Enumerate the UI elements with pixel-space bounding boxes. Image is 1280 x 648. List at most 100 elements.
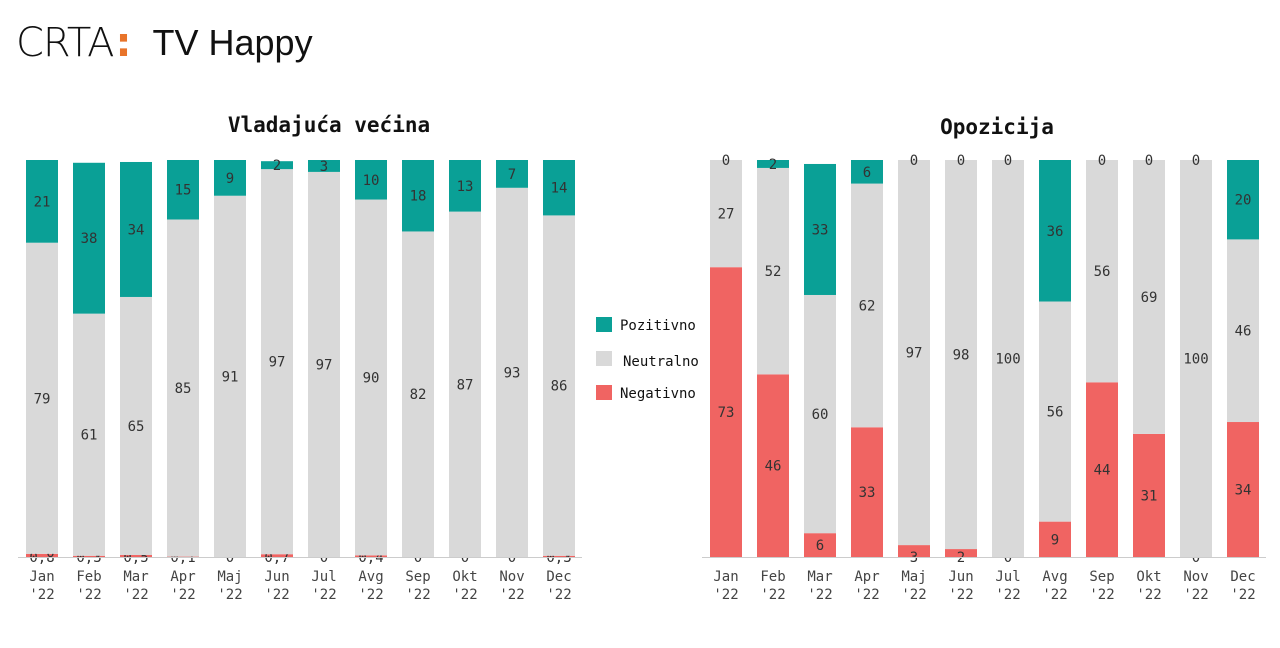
x-tick-label: Dec: [546, 569, 571, 585]
data-label-negative: 34: [1235, 483, 1252, 499]
data-label-neutral: 86: [551, 379, 568, 395]
data-label-positive: 0: [910, 153, 918, 169]
bar-negative: [945, 549, 977, 557]
data-label-negative: 6: [816, 538, 824, 554]
x-tick-label-year: '22: [1230, 587, 1255, 603]
bar-neutral: [167, 219, 199, 557]
data-label-positive: 36: [1047, 224, 1064, 240]
x-tick-label: Jul: [311, 569, 336, 585]
data-label-neutral: 62: [859, 298, 876, 314]
data-label-neutral: 60: [812, 407, 829, 423]
bar-negative: [710, 267, 742, 557]
x-tick-label: Jan: [713, 569, 738, 585]
legend-label-neutral: Neutralno: [623, 354, 699, 370]
x-tick-label-year: '22: [29, 587, 54, 603]
chart-opozicija: Opozicija73270Jan'2246522Feb'2266033Mar'…: [702, 115, 1266, 603]
legend: Pozitivno Neutralno Negativno: [596, 317, 699, 402]
x-tick-label-year: '22: [1042, 587, 1067, 603]
bar-neutral: [496, 187, 528, 558]
data-label-positive: 7: [508, 167, 516, 183]
data-label-negative: 44: [1094, 463, 1111, 479]
chart-title: Vladajuća većina: [228, 113, 430, 137]
data-label-neutral: 61: [81, 428, 98, 444]
data-label-neutral: 82: [410, 387, 427, 403]
x-tick-label-year: '22: [713, 587, 738, 603]
bar-positive: [496, 160, 528, 188]
header: CRTA: TV Happy: [16, 18, 313, 68]
x-tick-label-year: '22: [854, 587, 879, 603]
bar-negative: [851, 427, 883, 557]
x-tick-label: Okt: [452, 569, 477, 585]
x-tick-label-year: '22: [1136, 587, 1161, 603]
bar-positive: [1227, 160, 1259, 240]
bar-neutral: [73, 313, 105, 556]
bar-negative: [804, 533, 836, 557]
bar-neutral: [449, 211, 481, 558]
x-tick-label-year: '22: [76, 587, 101, 603]
bar-neutral: [214, 195, 246, 558]
x-tick-label-year: '22: [807, 587, 832, 603]
data-label-positive: 6: [863, 165, 871, 181]
data-label-neutral: 97: [906, 346, 923, 362]
x-tick-label: Nov: [1183, 569, 1208, 585]
crta-logo: CRTA:: [16, 20, 132, 66]
x-tick-label: Apr: [854, 569, 879, 585]
x-tick-label-year: '22: [358, 587, 383, 603]
data-label-positive: 33: [812, 222, 829, 238]
legend-swatch-neutral: [596, 351, 612, 366]
bar-neutral: [945, 160, 977, 550]
bar-negative: [355, 555, 387, 557]
x-tick-label: Mar: [123, 569, 148, 585]
bar-positive: [73, 162, 105, 314]
data-label-positive: 18: [410, 189, 427, 205]
bar-neutral: [1180, 160, 1212, 557]
x-tick-label-year: '22: [264, 587, 289, 603]
data-label-neutral: 52: [765, 264, 782, 280]
bar-neutral: [261, 169, 293, 555]
legend-swatch-positive: [596, 317, 612, 332]
data-label-positive: 0: [957, 153, 965, 169]
x-tick-label: Apr: [170, 569, 195, 585]
bar-positive: [261, 161, 293, 170]
data-label-neutral: 98: [953, 348, 970, 364]
bar-neutral: [355, 199, 387, 556]
bar-neutral: [757, 167, 789, 375]
bar-neutral: [851, 183, 883, 428]
data-label-positive: 21: [34, 194, 51, 210]
bar-neutral: [402, 231, 434, 557]
x-tick-label: Sep: [405, 569, 430, 585]
x-tick-label: Sep: [1089, 569, 1114, 585]
bar-positive: [167, 160, 199, 220]
x-tick-label-year: '22: [995, 587, 1020, 603]
data-label-neutral: 97: [316, 357, 333, 373]
data-label-positive: 0: [1098, 153, 1106, 169]
bar-negative: [1227, 422, 1259, 557]
bar-positive: [355, 160, 387, 200]
data-label-negative: 9: [1051, 532, 1059, 548]
x-tick-label: Avg: [358, 569, 383, 585]
bar-neutral: [992, 160, 1024, 557]
x-tick-label: Mar: [807, 569, 832, 585]
data-label-neutral: 93: [504, 365, 521, 381]
data-label-positive: 2: [273, 158, 281, 174]
x-tick-label-year: '22: [311, 587, 336, 603]
x-tick-label-year: '22: [1183, 587, 1208, 603]
channel-title: TV Happy: [152, 22, 313, 63]
data-label-neutral: 97: [269, 355, 286, 371]
data-label-positive: 0: [1192, 153, 1200, 169]
data-label-positive: 9: [226, 171, 234, 187]
x-tick-label: Jun: [264, 569, 289, 585]
bar-neutral: [26, 242, 58, 554]
bar-neutral: [1227, 239, 1259, 423]
x-tick-label: Jan: [29, 569, 54, 585]
bar-positive: [1039, 160, 1071, 302]
data-label-positive: 13: [457, 179, 474, 195]
data-label-neutral: 27: [718, 207, 735, 223]
data-label-neutral: 85: [175, 381, 192, 397]
legend-swatch-negative: [596, 385, 612, 400]
x-tick-label-year: '22: [901, 587, 926, 603]
bar-negative: [26, 553, 58, 557]
x-tick-label-year: '22: [170, 587, 195, 603]
data-label-neutral: 90: [363, 370, 380, 386]
